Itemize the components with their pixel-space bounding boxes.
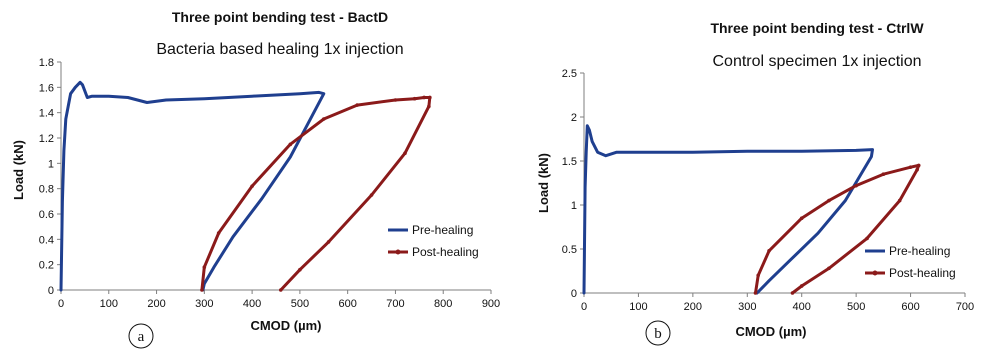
data-point: [403, 151, 407, 155]
data-point: [427, 104, 431, 109]
y-tick-label: 1.6: [39, 82, 54, 94]
data-point: [753, 291, 758, 295]
legend-label-post-healing: Post-healing: [889, 266, 956, 280]
chart-title: Three point bending test - CtrlW: [710, 20, 924, 36]
panel-label-circle: [128, 323, 154, 349]
data-point: [298, 267, 302, 272]
legend: Pre-healing Post-healing: [388, 223, 479, 259]
data-point: [202, 265, 207, 270]
legend-marker-post-healing: [395, 249, 401, 255]
y-tick-label: 0: [48, 285, 54, 297]
x-tick-label: 800: [434, 298, 452, 310]
x-tick-label: 900: [482, 298, 500, 310]
y-tick-label: 0.8: [39, 184, 54, 196]
x-tick-label: 300: [195, 298, 213, 310]
x-tick-label: 500: [291, 298, 309, 310]
data-point: [393, 98, 398, 102]
y-tick-labels: 0 0.5 1 1.5 2 2.5: [562, 68, 584, 300]
x-tick-label: 0: [581, 301, 587, 313]
chart-subtitle: Bacteria based healing 1x injection: [156, 41, 403, 58]
data-point: [799, 284, 804, 288]
chart-ctrlw: Three point bending test - CtrlW Control…: [536, 20, 974, 346]
series-line-pre-healing: [582, 124, 874, 295]
legend: Pre-healing Post-healing: [865, 244, 956, 280]
x-tick-label: 700: [386, 298, 404, 310]
data-point: [412, 96, 417, 101]
data-point: [321, 117, 326, 121]
legend-marker-post-healing: [872, 270, 878, 276]
legend-label-pre-healing: Pre-healing: [412, 223, 473, 237]
y-tick-label: 2: [571, 112, 577, 124]
data-point: [767, 248, 771, 253]
data-point: [881, 172, 886, 176]
data-point: [908, 165, 913, 169]
data-point: [756, 273, 760, 278]
y-axis-label: Load (kN): [11, 140, 26, 200]
y-tick-label: 1.4: [39, 108, 54, 120]
y-tick-label: 1.5: [562, 156, 577, 168]
y-tick-label: 0.4: [39, 234, 54, 246]
x-tick-label: 700: [956, 301, 974, 313]
y-tick-label: 2.5: [562, 68, 577, 80]
data-point: [916, 163, 921, 168]
panel-label-circle: [645, 320, 671, 346]
data-point: [790, 291, 795, 295]
x-tick-labels: 0 100 200 300 400 500 600 700 800 900: [58, 290, 500, 310]
legend-label-pre-healing: Pre-healing: [889, 244, 950, 258]
x-tick-label: 0: [58, 298, 64, 310]
x-axis-label: CMOD (µm): [735, 324, 806, 339]
x-tick-labels: 0 100 200 300 400 500 600 700: [581, 293, 974, 313]
panel-label: b: [654, 326, 662, 342]
x-tick-label: 600: [901, 301, 919, 313]
y-tick-label: 0.5: [562, 244, 577, 256]
data-point: [865, 236, 869, 241]
legend-label-post-healing: Post-healing: [412, 245, 479, 259]
data-point: [369, 193, 374, 197]
x-tick-label: 100: [100, 298, 118, 310]
series-line-post-healing: [200, 96, 432, 292]
chart-subtitle: Control specimen 1x injection: [713, 53, 922, 70]
y-tick-label: 1: [48, 158, 54, 170]
x-tick-label: 500: [847, 301, 865, 313]
x-tick-label: 100: [629, 301, 647, 313]
data-point: [915, 168, 919, 172]
x-tick-label: 600: [338, 298, 356, 310]
y-tick-label: 1.8: [39, 57, 54, 69]
x-tick-label: 300: [738, 301, 756, 313]
data-point: [422, 95, 426, 100]
data-point: [250, 184, 254, 188]
data-point: [854, 183, 858, 188]
y-tick-label: 1.2: [39, 133, 54, 145]
x-tick-label: 200: [147, 298, 165, 310]
data-point: [897, 198, 902, 203]
data-point: [278, 288, 283, 292]
chart-title: Three point bending test - BactD: [172, 9, 388, 25]
y-tick-label: 0.6: [39, 209, 54, 221]
data-point: [827, 266, 831, 271]
y-tick-label: 1: [571, 200, 577, 212]
y-axis-label: Load (kN): [536, 153, 551, 213]
x-axis-label: CMOD (µm): [250, 318, 321, 333]
x-tick-label: 400: [243, 298, 261, 310]
data-point: [428, 95, 432, 100]
x-tick-label: 400: [793, 301, 811, 313]
panel-label: a: [138, 329, 145, 345]
data-point: [799, 216, 804, 220]
chart-bactd: Three point bending test - BactD Bacteri…: [11, 9, 500, 349]
data-point: [326, 240, 331, 244]
series-group: [582, 124, 921, 295]
data-point: [200, 288, 204, 292]
data-point: [288, 142, 293, 147]
series-line-pre-healing: [59, 80, 326, 292]
data-point: [355, 103, 360, 107]
y-tick-label: 0.2: [39, 260, 54, 272]
data-point: [827, 198, 831, 203]
y-tick-labels: 0 0.2 0.4 0.6 0.8 1 1.2 1.4 1.6 1.8: [39, 57, 61, 297]
x-tick-label: 200: [684, 301, 702, 313]
data-point: [216, 231, 221, 235]
series-group: [59, 80, 432, 292]
y-tick-label: 0: [571, 288, 577, 300]
